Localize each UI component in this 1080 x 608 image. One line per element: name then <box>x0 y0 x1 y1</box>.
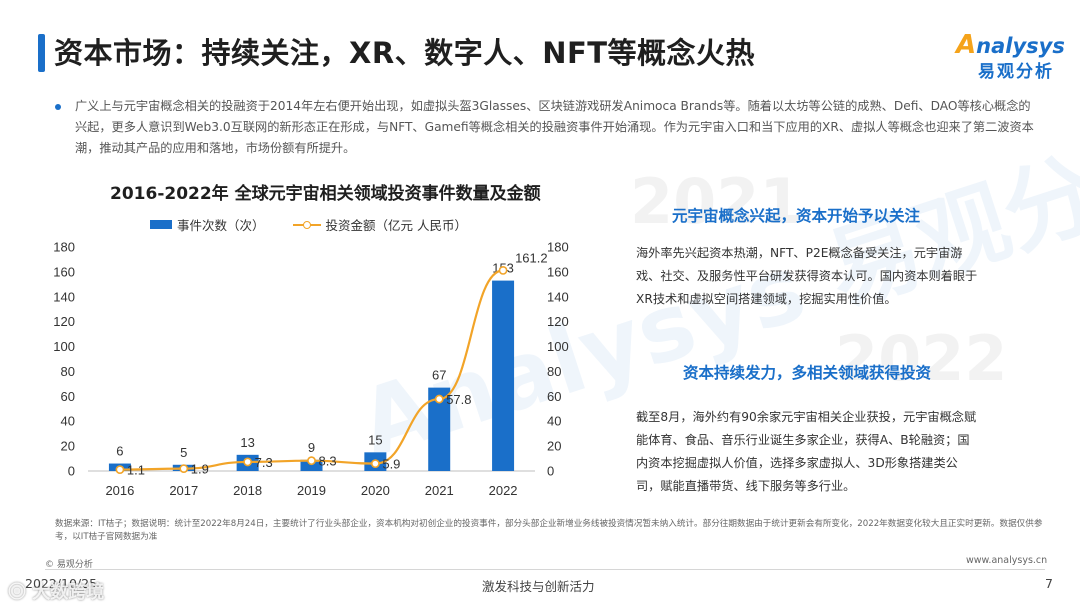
bar-events <box>428 387 451 471</box>
y-right-tick-label: 0 <box>547 464 554 479</box>
y-left-tick-label: 160 <box>53 264 75 279</box>
bar-events <box>492 280 515 471</box>
legend-item-amount: 投资金额（亿元 人民币） <box>292 215 467 234</box>
x-tick-label: 2017 <box>169 483 198 498</box>
x-tick-label: 2019 <box>297 483 326 498</box>
y-right-tick-label: 140 <box>547 289 569 304</box>
x-tick-label: 2018 <box>233 483 262 498</box>
line-point-amount <box>307 456 316 466</box>
bar-data-label: 67 <box>432 368 446 383</box>
line-data-label: 1.1 <box>127 463 145 478</box>
line-data-label: 8.3 <box>319 454 337 469</box>
footer-divider <box>45 569 1045 570</box>
page-number: 7 <box>1045 576 1053 591</box>
logo-wordmark: Analysys <box>956 30 1065 60</box>
bar-data-label: 13 <box>240 435 254 450</box>
legend-line-swatch <box>292 220 321 230</box>
line-data-label: 7.3 <box>255 455 273 470</box>
side-heading-2021: 元宇宙概念兴起，资本开始予以关注 <box>672 207 921 225</box>
y-left-tick-label: 80 <box>61 364 75 379</box>
bar-events <box>300 459 323 471</box>
bar-data-label: 9 <box>308 440 315 455</box>
y-left-tick-label: 20 <box>61 439 75 454</box>
website-link[interactable]: www.analysys.cn <box>966 555 1048 566</box>
y-left-tick-label: 180 <box>53 240 75 255</box>
y-right-tick-label: 100 <box>547 339 569 354</box>
y-left-tick-label: 100 <box>53 339 75 354</box>
x-tick-label: 2016 <box>105 483 134 498</box>
x-tick-label: 2022 <box>489 483 518 498</box>
legend-label-amount: 投资金额（亿元 人民币） <box>325 218 467 233</box>
bar-data-label: 15 <box>368 432 382 447</box>
title-accent-bar <box>38 34 45 72</box>
line-point-amount <box>498 265 508 275</box>
report-date: 2022/10/25 <box>25 576 98 591</box>
bar-data-label: 5 <box>180 445 187 460</box>
line-point-amount <box>179 464 189 474</box>
intro-paragraph: 广义上与元宇宙概念相关的投融资于2014年左右便开始出现，如虚拟头盔3Glass… <box>75 99 1034 155</box>
legend-label-events: 事件次数（次） <box>177 218 265 233</box>
x-tick-label: 2021 <box>425 483 454 498</box>
y-left-tick-label: 140 <box>53 289 75 304</box>
line-point-amount <box>434 394 444 404</box>
logo-chinese: 易观分析 <box>978 62 1054 82</box>
analysys-logo: Analysys 易观分析 <box>956 30 1066 82</box>
legend-item-events: 事件次数（次） <box>150 215 265 234</box>
side-text-2022: 截至8月，海外约有90余家元宇宙相关企业获投，元宇宙概念赋能体育、食品、音乐行业… <box>636 410 977 493</box>
copyright: © 易观分析 <box>45 560 93 570</box>
y-right-tick-label: 160 <box>547 264 569 279</box>
page-title: 资本市场：持续关注，XR、数字人、NFT等概念火热 <box>54 36 756 70</box>
line-data-label: 1.9 <box>191 462 209 477</box>
wechat-watermark: ⦿ 大数跨境 <box>8 582 105 603</box>
line-data-label: 161.2 <box>515 250 548 265</box>
chart-legend: 事件次数（次） 投资金额（亿元 人民币） <box>150 215 495 234</box>
legend-bar-swatch <box>150 220 172 229</box>
chart-title: 2016-2022年 全球元宇宙相关领域投资事件数量及金额 <box>110 184 541 204</box>
y-left-tick-label: 60 <box>61 389 75 404</box>
line-point-amount <box>370 459 380 469</box>
side-text-2021: 海外率先兴起资本热潮，NFT、P2E概念备受关注，元宇宙游戏、社交、及服务性平台… <box>636 246 978 306</box>
line-point-amount <box>115 465 125 475</box>
y-left-tick-label: 40 <box>61 414 75 429</box>
side-heading-2022: 资本持续发力，多相关领域获得投资 <box>683 364 932 382</box>
y-right-tick-label: 180 <box>547 240 569 255</box>
x-tick-label: 2020 <box>361 483 390 498</box>
line-data-label: 5.9 <box>382 457 400 472</box>
y-right-tick-label: 60 <box>547 389 561 404</box>
y-left-tick-label: 120 <box>53 314 75 329</box>
data-source-note: 数据来源：IT桔子；数据说明：统计至2022年8月24日，主要统计了行业头部企业… <box>55 519 1043 542</box>
bar-data-label: 6 <box>116 444 123 459</box>
y-right-tick-label: 120 <box>547 314 569 329</box>
bullet-dot-icon <box>55 104 61 110</box>
y-left-tick-label: 0 <box>68 464 75 479</box>
line-data-label: 57.8 <box>446 392 471 407</box>
y-right-tick-label: 20 <box>547 439 561 454</box>
y-right-tick-label: 40 <box>547 414 561 429</box>
footer-slogan: 激发科技与创新活力 <box>482 579 595 594</box>
line-point-amount <box>243 457 253 467</box>
y-right-tick-label: 80 <box>547 364 561 379</box>
